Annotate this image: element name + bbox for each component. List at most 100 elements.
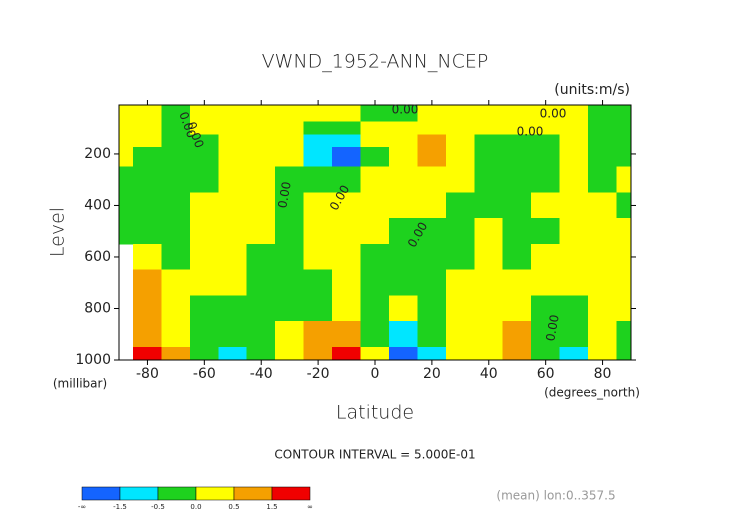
contour-cell — [616, 166, 632, 193]
contour-cell — [474, 134, 504, 148]
colorbar-label: 0.5 — [228, 503, 239, 511]
contour-cell — [303, 295, 333, 322]
contour-cell — [559, 269, 589, 296]
colorbar-swatch — [195, 486, 235, 501]
y-tick-label: 1000 — [75, 352, 111, 368]
contour-cell — [189, 218, 219, 245]
contour-cell — [132, 104, 162, 123]
contour-cell — [303, 218, 333, 245]
contour-cell — [218, 134, 248, 148]
contour-cell — [161, 192, 191, 219]
contour-cell — [474, 147, 504, 168]
contour-cell — [332, 218, 362, 245]
contour-cell — [588, 269, 618, 296]
contour-cell — [588, 192, 618, 219]
contour-cell — [218, 321, 248, 348]
contour-cell — [132, 243, 162, 271]
contour-cell — [118, 166, 134, 193]
contour-label: 0.00 — [543, 314, 561, 343]
contour-cell — [332, 243, 362, 271]
contour-cell — [132, 218, 162, 245]
contour-cell — [360, 346, 390, 361]
contour-cell — [588, 346, 618, 361]
contour-cell — [360, 269, 390, 296]
contour-cell — [445, 269, 475, 296]
colorbar-label: 1.5 — [266, 503, 277, 511]
contour-cell — [531, 166, 561, 193]
contour-cell — [502, 269, 532, 296]
contour-cell — [531, 346, 561, 361]
colorbar-label: -1.5 — [113, 503, 127, 511]
contour-cell — [388, 166, 418, 193]
contour-cell — [417, 104, 447, 123]
contour-cell — [246, 321, 276, 348]
contour-cell — [445, 295, 475, 322]
contour-cell — [118, 218, 134, 245]
contour-cell — [132, 269, 162, 296]
contour-cell — [360, 321, 390, 348]
contour-cell — [275, 147, 305, 168]
colorbar-swatch — [119, 486, 159, 501]
contour-cell — [246, 218, 276, 245]
contour-cell — [588, 134, 618, 148]
y-tick-label: 600 — [84, 249, 111, 265]
contour-cell — [246, 166, 276, 193]
contour-cell — [132, 346, 162, 361]
contour-cell — [474, 321, 504, 348]
contour-cell — [388, 218, 418, 245]
contour-cell — [474, 346, 504, 361]
contour-cell — [588, 147, 618, 168]
contour-cell — [303, 321, 333, 348]
colorbar-label: 0.0 — [190, 503, 201, 511]
contour-cell — [246, 121, 276, 135]
contour-cell — [388, 134, 418, 148]
contour-cell — [161, 218, 191, 245]
contour-cell — [332, 346, 362, 361]
contour-cell — [417, 166, 447, 193]
contour-cell — [559, 166, 589, 193]
contour-cell — [445, 121, 475, 135]
colorbar-label: -∞ — [78, 503, 86, 511]
contour-cell — [161, 321, 191, 348]
contour-cell — [189, 269, 219, 296]
contour-cell — [616, 104, 632, 123]
contour-cell — [161, 346, 191, 361]
contour-cell — [161, 243, 191, 271]
contour-cell — [531, 192, 561, 219]
contour-cell — [303, 269, 333, 296]
colorbar-swatch — [271, 486, 311, 501]
contour-cell — [189, 166, 219, 193]
contour-cell — [332, 121, 362, 135]
contour-cell — [132, 321, 162, 348]
contour-cell — [388, 192, 418, 219]
contour-cell — [303, 243, 333, 271]
y-tick-label: 200 — [84, 146, 111, 162]
contour-cell — [588, 104, 618, 123]
contour-cell — [445, 192, 475, 219]
contour-cell — [417, 134, 447, 148]
x-tick-label: -20 — [307, 366, 330, 382]
contour-cell — [616, 295, 632, 322]
contour-cell — [531, 218, 561, 245]
footnote: (mean) lon:0..357.5 — [496, 489, 615, 503]
y-tick-label: 400 — [84, 197, 111, 213]
contour-cell — [332, 166, 362, 193]
contour-cell — [246, 104, 276, 123]
contour-cell — [132, 121, 162, 135]
contour-cell — [417, 192, 447, 219]
contour-cell — [445, 346, 475, 361]
contour-label: 0.00 — [275, 181, 293, 210]
colorbar-swatch — [233, 486, 273, 501]
contour-cell — [388, 147, 418, 168]
contour-cell — [616, 321, 632, 348]
contour-cell — [218, 243, 248, 271]
contour-cell — [275, 134, 305, 148]
contour-cell — [246, 147, 276, 168]
contour-cell — [388, 243, 418, 271]
contour-cell — [218, 121, 248, 135]
contour-cell — [445, 147, 475, 168]
contour-cell — [559, 121, 589, 135]
contour-cell — [218, 147, 248, 168]
contour-cell — [303, 147, 333, 168]
